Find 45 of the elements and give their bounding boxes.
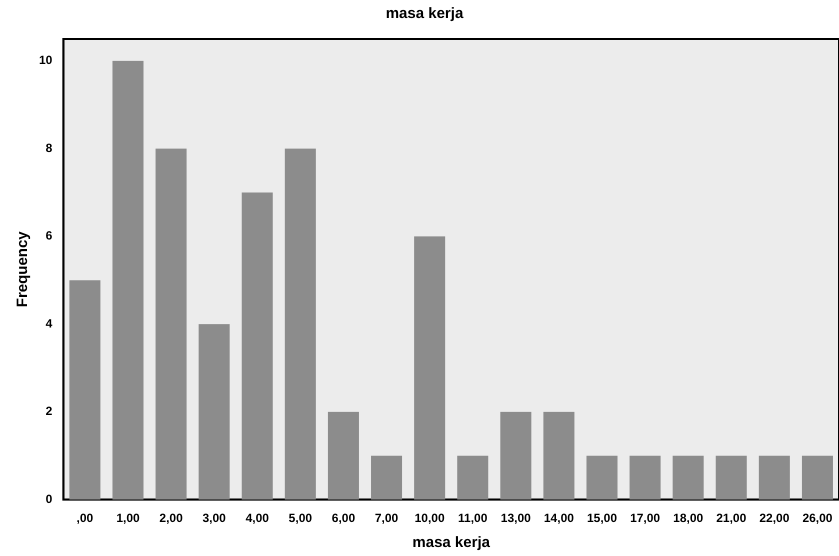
bar: [69, 280, 100, 500]
bar: [672, 456, 704, 500]
bar: [543, 412, 574, 500]
x-tick-label: 15,00: [586, 511, 618, 526]
x-tick-label: 18,00: [673, 511, 704, 526]
x-tick-label: 22,00: [759, 511, 790, 526]
bar: [414, 236, 446, 500]
x-tick-label: 6,00: [332, 511, 356, 526]
x-tick-label: 13,00: [500, 511, 532, 526]
x-tick-label: ,00: [76, 511, 94, 526]
x-tick-label: 21,00: [716, 511, 747, 526]
bar: [198, 324, 230, 500]
bar: [802, 456, 833, 500]
y-tick-label: 6: [46, 228, 53, 243]
x-tick-label: 7,00: [374, 511, 399, 526]
y-tick-label: 2: [46, 404, 53, 418]
y-tick-label: 4: [46, 316, 53, 330]
bar: [328, 412, 359, 500]
bar: [586, 456, 618, 500]
x-tick-label: 14,00: [544, 511, 574, 526]
bar: [371, 456, 402, 500]
bar: [284, 148, 316, 500]
bar: [156, 148, 187, 500]
x-tick-label: 11,00: [458, 511, 488, 526]
bar: [630, 456, 661, 500]
bar: [242, 192, 273, 500]
x-tick-label: 17,00: [630, 511, 660, 526]
chart-title: masa kerja: [386, 5, 464, 22]
bar: [112, 60, 144, 500]
bar: [758, 456, 790, 500]
y-tick-label: 10: [38, 53, 53, 68]
x-tick-label: 4,00: [246, 511, 270, 526]
bar: [716, 456, 747, 500]
x-tick-label: 5,00: [288, 511, 312, 526]
x-tick-label: 3,00: [202, 511, 226, 526]
x-tick-label: 10,00: [414, 511, 445, 526]
x-axis-title: masa kerja: [412, 534, 491, 552]
y-tick-label: 8: [46, 140, 53, 155]
bar: [500, 412, 532, 500]
x-tick-label: 2,00: [159, 511, 184, 526]
y-tick-label: 0: [46, 492, 53, 506]
y-axis-title: Frequency: [14, 230, 32, 308]
x-tick-label: 26,00: [802, 511, 833, 526]
bar: [457, 456, 488, 500]
x-tick-label: 1,00: [116, 511, 140, 526]
